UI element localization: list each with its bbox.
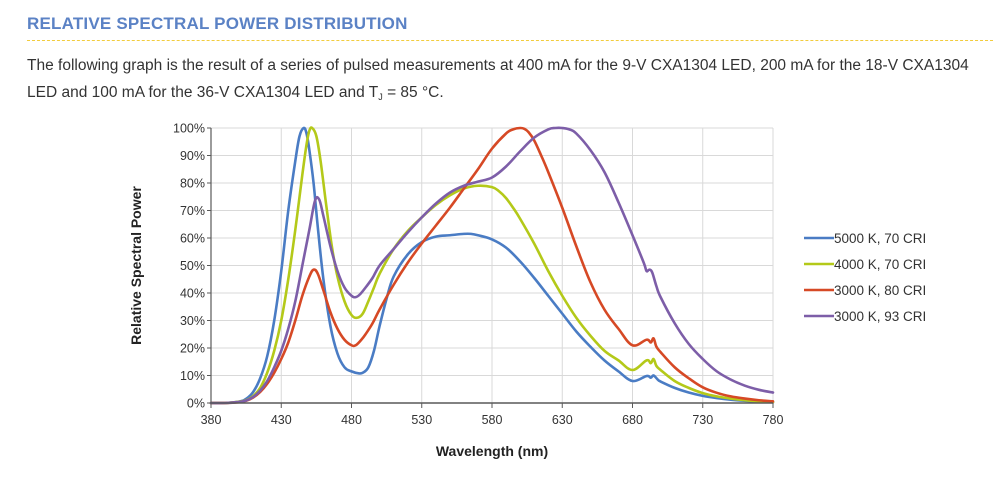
y-tick-label: 0% <box>187 397 205 411</box>
y-tick-label: 100% <box>173 122 205 136</box>
chart-legend: 5000 K, 70 CRI 4000 K, 70 CRI 3000 K, 80 C… <box>804 231 926 324</box>
paragraph-subscript: J <box>378 92 383 102</box>
y-tick-label: 50% <box>180 259 205 273</box>
heading-divider <box>27 40 993 41</box>
chart-tick-labels: 0% 10% 20% 30% 40% 50% 60% 70% 80% 90% 100% 380 430 4… <box>173 122 783 428</box>
paragraph-text-part2: = 85 °C. <box>382 84 444 101</box>
x-tick-label: 480 <box>341 413 362 427</box>
y-axis-title: Relative Spectral Power <box>128 186 144 345</box>
description-paragraph: The following graph is the result of a s… <box>27 52 987 111</box>
y-tick-label: 80% <box>180 177 205 191</box>
y-tick-label: 70% <box>180 204 205 218</box>
chart-axes <box>207 127 774 408</box>
x-axis-title: Wavelength (nm) <box>436 443 548 459</box>
x-tick-label: 730 <box>692 413 713 427</box>
x-tick-label: 430 <box>271 413 292 427</box>
x-tick-label: 380 <box>201 413 222 427</box>
x-tick-label: 630 <box>552 413 573 427</box>
y-tick-label: 90% <box>180 149 205 163</box>
legend-label: 3000 K, 80 CRI <box>834 283 926 298</box>
y-tick-label: 30% <box>180 314 205 328</box>
y-tick-label: 10% <box>180 369 205 383</box>
series-line-4 <box>209 126 775 405</box>
legend-label: 3000 K, 93 CRI <box>834 309 926 324</box>
chart-series <box>209 126 775 405</box>
y-tick-label: 20% <box>180 342 205 356</box>
y-tick-label: 60% <box>180 232 205 246</box>
x-tick-label: 530 <box>411 413 432 427</box>
legend-label: 4000 K, 70 CRI <box>834 257 926 272</box>
series-line-1 <box>209 126 775 405</box>
legend-label: 5000 K, 70 CRI <box>834 231 926 246</box>
paragraph-text-part1: The following graph is the result of a s… <box>27 57 969 101</box>
x-tick-label: 680 <box>622 413 643 427</box>
x-tick-label: 780 <box>763 413 784 427</box>
section-heading: RELATIVE SPECTRAL POWER DISTRIBUTION <box>27 14 408 33</box>
x-tick-label: 580 <box>482 413 503 427</box>
series-line-3 <box>209 126 775 405</box>
y-tick-label: 40% <box>180 287 205 301</box>
